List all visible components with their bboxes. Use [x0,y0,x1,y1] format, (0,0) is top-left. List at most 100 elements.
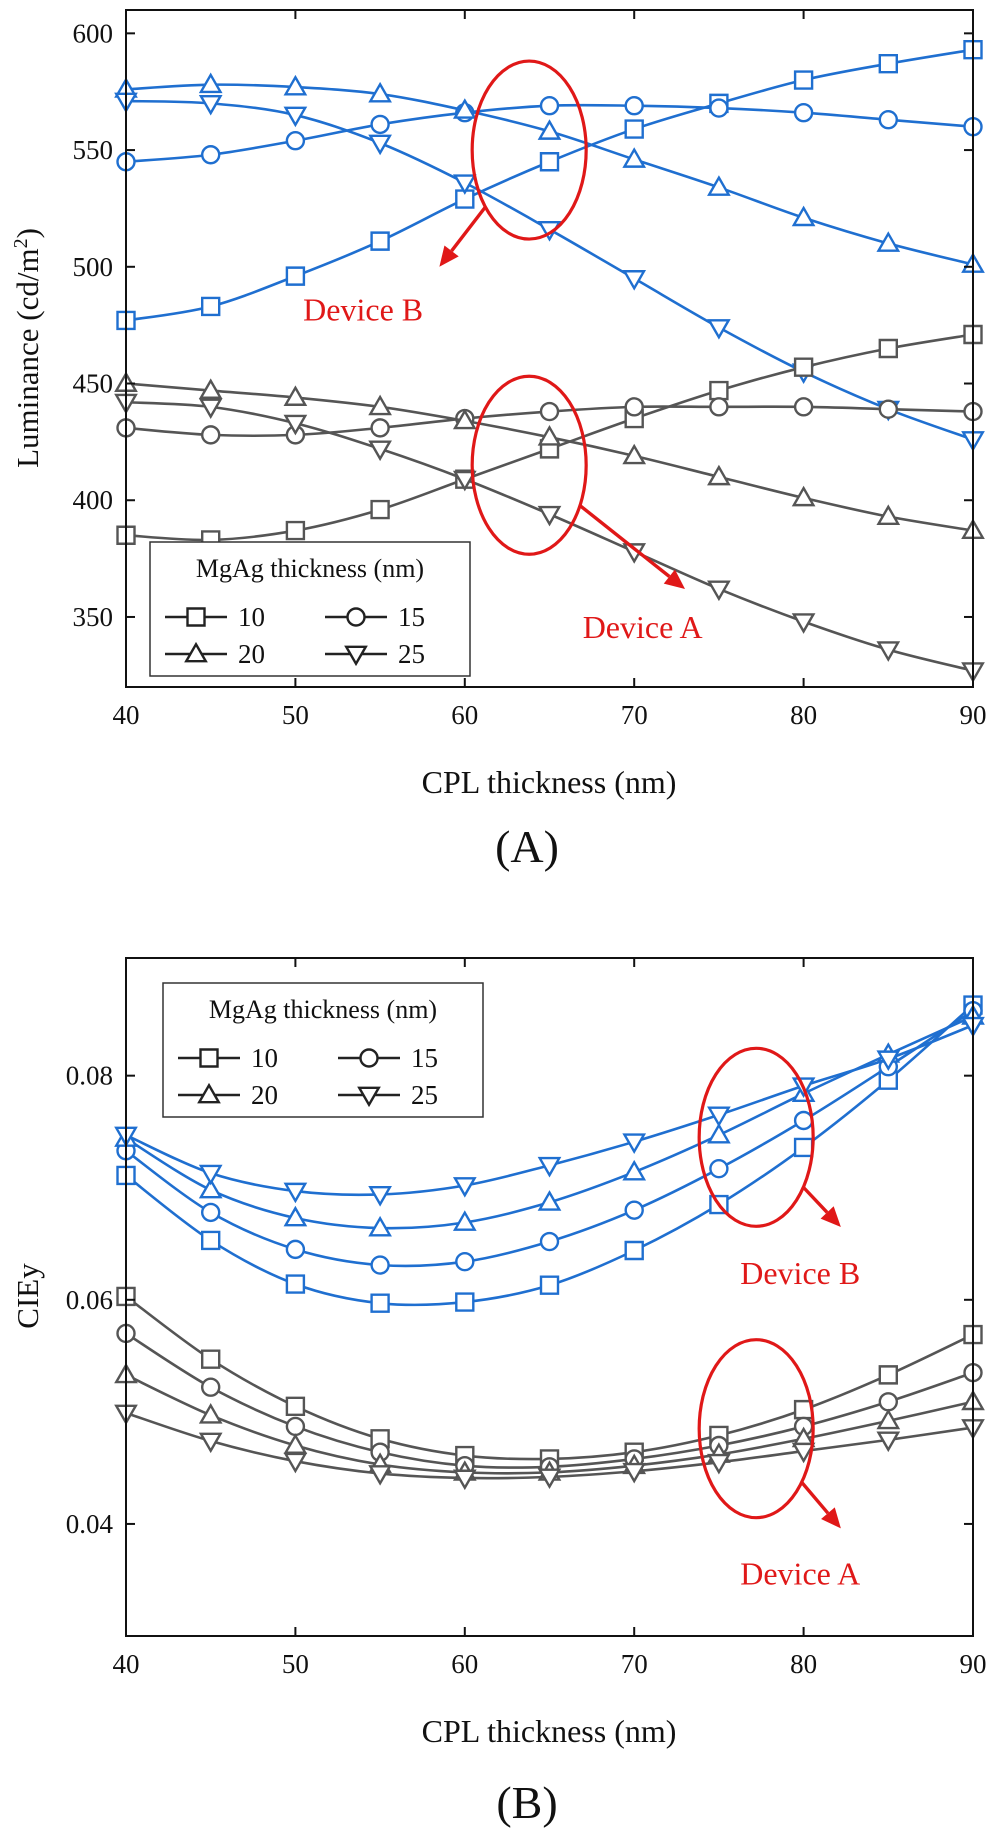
panel-b-y-tick-label: 0.08 [66,1061,113,1091]
legend-item-20nm: 20 [178,1080,278,1110]
circle-data-point [539,96,560,116]
panel-b-y-tick-label: 0.04 [66,1509,114,1539]
circle-data-point [624,96,644,116]
circle-data-point [793,103,814,123]
triangle-down-data-point [368,440,392,462]
square-data-point [793,1137,814,1158]
triangle-up-data-point [622,1159,647,1181]
panel-b-legend-items: 10 15 20 25 [178,1043,438,1110]
panel-a-x-tick-label: 90 [960,700,987,730]
triangle-down-data-point [452,1177,477,1198]
triangle-down-data-point [368,134,392,156]
highlight-ellipse [470,374,588,556]
circle-data-point [709,397,729,417]
triangle-down-data-point [876,641,901,662]
panel-a-y-axis-label-main: Luminance (cd/m [10,248,45,468]
triangle-up-data-point [791,485,816,507]
legend-triangle-down-icon [357,1086,381,1108]
triangle-down-data-point [452,1469,477,1491]
square-data-point [539,152,560,172]
legend-item-25nm: 25 [325,639,425,669]
panel-a-series-device-b-10nm [116,39,983,331]
square-data-point [709,380,729,401]
triangle-down-data-point [537,505,562,527]
triangle-up-data-point [622,443,647,465]
triangle-up-data-point [368,81,392,103]
square-data-point [455,189,475,209]
panel-a-y-axis-label-close: ) [10,228,45,238]
triangle-down-data-point [791,1442,816,1464]
highlight-ellipse [697,1046,815,1228]
square-data-point [285,266,306,286]
triangle-up-data-point [452,408,477,430]
triangle-up-data-point [283,1205,308,1227]
circle-data-point [709,1158,729,1179]
series-line [125,1295,974,1461]
legend-item-label: 10 [238,602,265,632]
triangle-up-data-point [537,1190,562,1211]
panel-b-annotation-device-a: Device A [697,1338,860,1591]
arrow-head [439,245,459,267]
arrow-head [821,1507,841,1529]
circle-data-point [793,397,814,417]
arrow-head [663,569,686,589]
triangle-up-data-point [876,504,901,526]
panel-a-legend-items: 10 15 20 25 [165,602,425,669]
panel-a-annotation-device-b: Device B [303,59,588,327]
panel-b-x-tick-label: 60 [451,1649,478,1679]
triangle-up-data-point [452,1210,477,1231]
panel-a-legend-title: MgAg thickness (nm) [196,554,424,583]
circle-data-point [878,1392,898,1412]
circle-data-point [709,98,729,118]
panel-a-y-axis-label: Luminance (cd/m2) [10,228,45,468]
panel-a-y-tick-label: 550 [73,135,114,165]
triangle-down-data-point [452,470,477,492]
square-data-point [539,1275,560,1295]
circle-data-point [624,397,644,417]
panel-a-y-tick-label: 450 [73,369,114,399]
panel-b-y-axis-label-main: CIEy [10,1263,45,1329]
square-data-point [624,1240,644,1261]
panel-b-x-tick-label: 40 [113,1649,140,1679]
panel-a-x-tick-label: 80 [790,700,817,730]
annotation-arrow [802,1186,829,1214]
panel-b-series-layer [114,995,985,1491]
panel-b-y-axis-label: CIEy [10,1263,45,1329]
square-data-point [370,1429,390,1449]
arrow-head [820,1206,841,1227]
legend-circle-icon [346,607,366,627]
triangle-down-data-point [283,1182,308,1204]
panel-a-x-tick-label: 50 [282,700,309,730]
triangle-up-data-point [368,1215,392,1237]
panel-b-x-tick-label: 70 [621,1649,648,1679]
square-data-point [370,1293,390,1313]
panel-b-series-device-a-20nm [114,1362,985,1481]
panel-b-label: (B) [496,1777,557,1828]
legend-item-10nm: 10 [165,602,265,632]
triangle-down-data-point [198,398,223,420]
circle-data-point [200,425,221,445]
square-data-point [285,1396,306,1416]
circle-data-point [539,401,560,422]
device-label: Device A [583,609,703,645]
triangle-down-data-point [622,1133,647,1154]
triangle-up-data-point [537,119,562,140]
panel-a-series-device-b-25nm [114,92,985,452]
triangle-down-data-point [707,580,731,602]
square-data-point [793,357,814,377]
triangle-down-data-point [198,94,223,116]
legend-item-15nm: 15 [338,1043,438,1073]
circle-data-point [878,399,898,419]
triangle-down-data-point [707,319,731,340]
triangle-up-data-point [283,385,308,406]
square-data-point [878,53,898,74]
panel-a-y-tick-label: 400 [73,485,114,515]
triangle-down-data-point [452,174,477,195]
legend-triangle-down-icon [344,645,368,667]
panel-a-legend: MgAg thickness (nm) 10 15 20 25 [149,541,471,677]
square-data-point [285,1274,306,1294]
panel-b-annotation-device-b: Device B [697,1046,860,1291]
legend-item-label: 25 [411,1080,438,1110]
panel-a-x-tick-label: 70 [621,700,648,730]
